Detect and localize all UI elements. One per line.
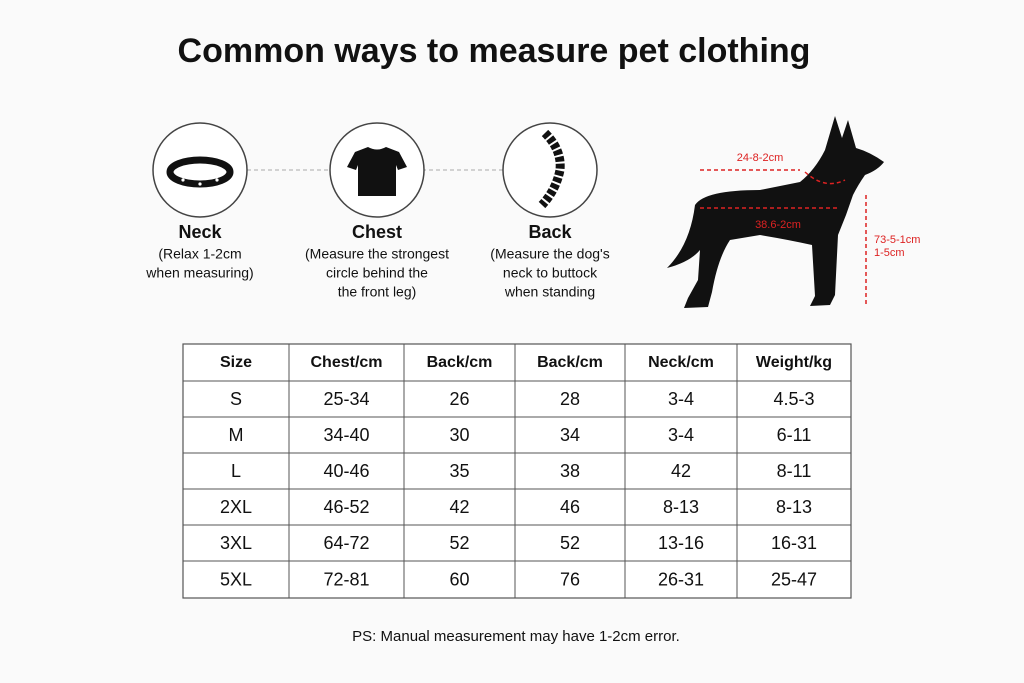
table-cell: 42: [671, 461, 691, 481]
neck-icon-circle: [152, 122, 248, 218]
table-cell: 26-31: [658, 569, 704, 589]
table-cell: L: [231, 461, 241, 481]
title: Common ways to measure pet clothing: [178, 32, 811, 70]
footnote: PS: Manual measurement may have 1-2cm er…: [352, 628, 680, 645]
table-cell: 3XL: [220, 533, 252, 553]
table-cell: 52: [560, 533, 580, 553]
table-cell: 8-13: [663, 497, 699, 517]
table-cell: 8-13: [776, 497, 812, 517]
table-cell: 76: [560, 569, 580, 589]
item-description: when standing: [504, 284, 595, 300]
back-icon-circle: [502, 122, 598, 218]
table-cell: 25-47: [771, 569, 817, 589]
item-description: when measuring): [145, 265, 253, 281]
item-label: Chest: [352, 222, 402, 242]
header-cell: Neck/cm: [648, 354, 714, 371]
measure-lines: [700, 169, 867, 305]
table-cell: 46-52: [323, 497, 369, 517]
table-cell: 28: [560, 389, 580, 409]
table-cell: 25-34: [323, 389, 369, 409]
table-cell: 13-16: [658, 533, 704, 553]
table-frame: [182, 343, 852, 599]
item-description: circle behind the: [326, 265, 428, 281]
table-cell: 30: [449, 425, 469, 445]
table-cell: 52: [449, 533, 469, 553]
table-cell: 42: [449, 497, 469, 517]
item-description: (Relax 1-2cm: [158, 246, 241, 262]
table-cell: 34: [560, 425, 580, 445]
back-measure-label: 38.6-2cm: [755, 219, 801, 231]
table-cell: 8-11: [777, 461, 812, 481]
item-description: (Measure the strongest: [305, 246, 449, 262]
height-measure-label: 73-5-1cm: [874, 234, 920, 246]
header-cell: Back/cm: [537, 354, 603, 371]
shirt-icon: [347, 147, 407, 196]
table-cell: 35: [449, 461, 469, 481]
item-label: Back: [528, 222, 572, 242]
table-cell: 34-40: [323, 425, 369, 445]
table-cell: 64-72: [323, 533, 369, 553]
dog-silhouette: [667, 116, 884, 308]
item-description: the front leg): [338, 284, 417, 300]
item-description: neck to buttock: [503, 265, 598, 281]
table-cell: 16-31: [771, 533, 817, 553]
table-cell: 38: [560, 461, 580, 481]
measure-items: Neck (Relax 1-2cm when measuring) Chest (Mea…: [145, 222, 609, 300]
table-cell: 26: [449, 389, 469, 409]
table-cell: 4.5-3: [773, 389, 814, 409]
size-table: Size Chest/cm Back/cm Back/cm Neck/cm Weight/…: [182, 343, 852, 599]
table-cell: 6-11: [777, 425, 812, 445]
table-cell: 46: [560, 497, 580, 517]
table-cell: 2XL: [220, 497, 252, 517]
collar-icon: [166, 156, 234, 188]
table-cell: 3-4: [668, 389, 694, 409]
table-cell: 72-81: [323, 569, 369, 589]
table-cell: 3-4: [668, 425, 694, 445]
header-cell: Weight/kg: [756, 354, 832, 371]
table-cell: S: [230, 389, 242, 409]
item-description: (Measure the dog's: [490, 246, 609, 262]
table-cell: 60: [449, 569, 469, 589]
header-cell: Back/cm: [427, 354, 493, 371]
table-cell: 5XL: [220, 569, 252, 589]
neck-measure-label: 24-8-2cm: [737, 152, 783, 164]
table-cell: M: [229, 425, 244, 445]
height-measure-label: 1-5cm: [874, 247, 905, 259]
item-label: Neck: [178, 222, 222, 242]
header-cell: Chest/cm: [310, 354, 382, 371]
header-cell: Size: [220, 354, 252, 371]
table-cell: 40-46: [323, 461, 369, 481]
